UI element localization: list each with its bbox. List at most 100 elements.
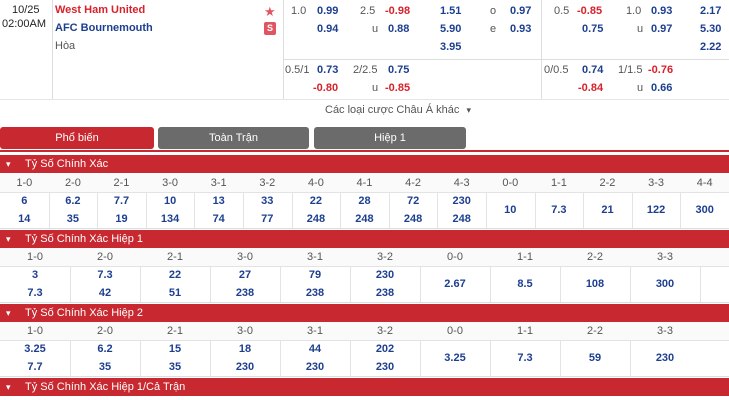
- row-divider: [0, 302, 729, 303]
- odds-value[interactable]: 0.75: [388, 64, 410, 76]
- odds-value[interactable]: 0.93: [651, 5, 673, 17]
- odds-value[interactable]: 248: [403, 213, 423, 225]
- odds-value[interactable]: 0.99: [317, 5, 339, 17]
- odds-value[interactable]: 0.75: [582, 23, 604, 35]
- odds-value[interactable]: 5.90: [440, 23, 462, 35]
- odds-value[interactable]: -0.85: [385, 82, 411, 94]
- odds-value[interactable]: -0.98: [385, 5, 411, 17]
- odds-value[interactable]: -0.76: [648, 64, 674, 76]
- odds-value[interactable]: -0.84: [578, 82, 604, 94]
- away-team[interactable]: AFC Bournemouth: [55, 22, 153, 34]
- odds-value[interactable]: 248: [452, 213, 471, 225]
- column-divider: [140, 340, 141, 377]
- odds-value[interactable]: 300: [695, 204, 714, 216]
- tab-first-half[interactable]: Hiệp 1: [314, 127, 466, 149]
- odds-value[interactable]: 7.3: [27, 287, 43, 299]
- odds-value[interactable]: 21: [601, 204, 614, 216]
- odds-value[interactable]: 7.7: [113, 195, 130, 207]
- odds-value[interactable]: 72: [406, 195, 420, 207]
- column-divider: [630, 340, 631, 377]
- section-correct-score-h1-ft[interactable]: ▾ Tỷ Số Chính Xác Hiệp 1/Cả Trận: [0, 378, 729, 396]
- odds-value[interactable]: 0.66: [651, 82, 673, 94]
- odds-value[interactable]: 0.97: [651, 23, 673, 35]
- score-label: 4-4: [696, 177, 713, 189]
- odds-value[interactable]: 3.25: [24, 343, 46, 355]
- home-team[interactable]: West Ham United: [55, 4, 146, 16]
- odds-value[interactable]: 22: [168, 269, 182, 281]
- odds-value[interactable]: 7.3: [97, 269, 113, 281]
- row-divider: [0, 228, 729, 229]
- odds-value[interactable]: 1.51: [440, 5, 462, 17]
- handicap-line: 0/0.5: [544, 64, 569, 76]
- odds-value[interactable]: 134: [160, 213, 180, 225]
- section-correct-score[interactable]: ▾ Tỷ Số Chính Xác: [0, 155, 729, 173]
- odds-value[interactable]: 0.88: [388, 23, 410, 35]
- odds-value[interactable]: 7.3: [517, 352, 533, 364]
- odds-value[interactable]: 230: [452, 195, 471, 207]
- odds-value[interactable]: 0.74: [582, 64, 604, 76]
- odds-value[interactable]: 15: [168, 343, 182, 355]
- odds-value[interactable]: 230: [375, 361, 395, 373]
- odds-value[interactable]: 3: [31, 269, 39, 281]
- odds-value[interactable]: 230: [655, 352, 675, 364]
- odds-value[interactable]: 108: [585, 278, 605, 290]
- odds-value[interactable]: 42: [98, 287, 112, 299]
- odds-value[interactable]: 3.95: [440, 41, 462, 53]
- score-label: 4-1: [356, 177, 373, 189]
- odds-value[interactable]: 79: [308, 269, 322, 281]
- odds-value[interactable]: 13: [212, 195, 225, 207]
- odds-value[interactable]: -0.85: [577, 5, 603, 17]
- odds-value[interactable]: 59: [588, 352, 602, 364]
- section-correct-score-h1[interactable]: ▾ Tỷ Số Chính Xác Hiệp 1: [0, 230, 729, 248]
- odds-value[interactable]: 0.93: [510, 23, 532, 35]
- odds-value[interactable]: 6.2: [97, 343, 113, 355]
- favorite-star-icon[interactable]: ★: [264, 4, 276, 19]
- odds-value[interactable]: 27: [238, 269, 252, 281]
- odds-value[interactable]: 0.94: [317, 23, 339, 35]
- odds-value[interactable]: 5.30: [700, 23, 722, 35]
- odds-value[interactable]: 7.3: [551, 204, 567, 216]
- odds-value[interactable]: 238: [375, 287, 395, 299]
- odds-value[interactable]: 202: [375, 343, 395, 355]
- odds-value[interactable]: 28: [358, 195, 371, 207]
- odds-value[interactable]: 33: [261, 195, 274, 207]
- odds-value[interactable]: 51: [168, 287, 182, 299]
- odds-value[interactable]: 122: [646, 204, 666, 216]
- odds-value[interactable]: 230: [305, 361, 325, 373]
- odds-value[interactable]: 300: [655, 278, 675, 290]
- odds-value[interactable]: 44: [308, 343, 322, 355]
- odds-value[interactable]: 77: [261, 213, 274, 225]
- tab-full-match[interactable]: Toàn Trận: [158, 127, 309, 149]
- odds-value[interactable]: 230: [235, 361, 255, 373]
- odds-value[interactable]: 248: [306, 213, 326, 225]
- odds-value[interactable]: 6.2: [65, 195, 81, 207]
- live-stream-icon[interactable]: S: [264, 22, 276, 35]
- odds-value[interactable]: 0.73: [317, 64, 339, 76]
- section-correct-score-h2[interactable]: ▾ Tỷ Số Chính Xác Hiệp 2: [0, 304, 729, 322]
- odds-value[interactable]: 22: [309, 195, 323, 207]
- odds-value[interactable]: 8.5: [517, 278, 533, 290]
- more-asian-odds-link[interactable]: Các loại cược Châu Á khác ▾: [325, 104, 471, 116]
- odds-value[interactable]: 6: [21, 195, 28, 207]
- odds-value[interactable]: -0.80: [313, 82, 339, 94]
- odds-value[interactable]: 35: [168, 361, 182, 373]
- odds-value[interactable]: 14: [18, 213, 31, 225]
- odds-value[interactable]: 7.7: [27, 361, 43, 373]
- odds-value[interactable]: 230: [375, 269, 395, 281]
- odds-value[interactable]: 0.97: [510, 5, 532, 17]
- odds-value[interactable]: 238: [305, 287, 325, 299]
- odds-value[interactable]: 35: [66, 213, 80, 225]
- odds-value[interactable]: 18: [238, 343, 252, 355]
- odds-value[interactable]: 74: [212, 213, 225, 225]
- odds-value[interactable]: 19: [115, 213, 128, 225]
- odds-value[interactable]: 2.22: [700, 41, 722, 53]
- tab-popular[interactable]: Phổ biến: [0, 127, 154, 149]
- odds-value[interactable]: 248: [355, 213, 374, 225]
- odds-value[interactable]: 35: [98, 361, 112, 373]
- odds-value[interactable]: 2.17: [700, 5, 722, 17]
- odds-value[interactable]: 2.67: [444, 278, 466, 290]
- odds-value[interactable]: 10: [163, 195, 177, 207]
- odds-value[interactable]: 238: [235, 287, 255, 299]
- odds-value[interactable]: 3.25: [444, 352, 466, 364]
- odds-value[interactable]: 10: [504, 204, 517, 216]
